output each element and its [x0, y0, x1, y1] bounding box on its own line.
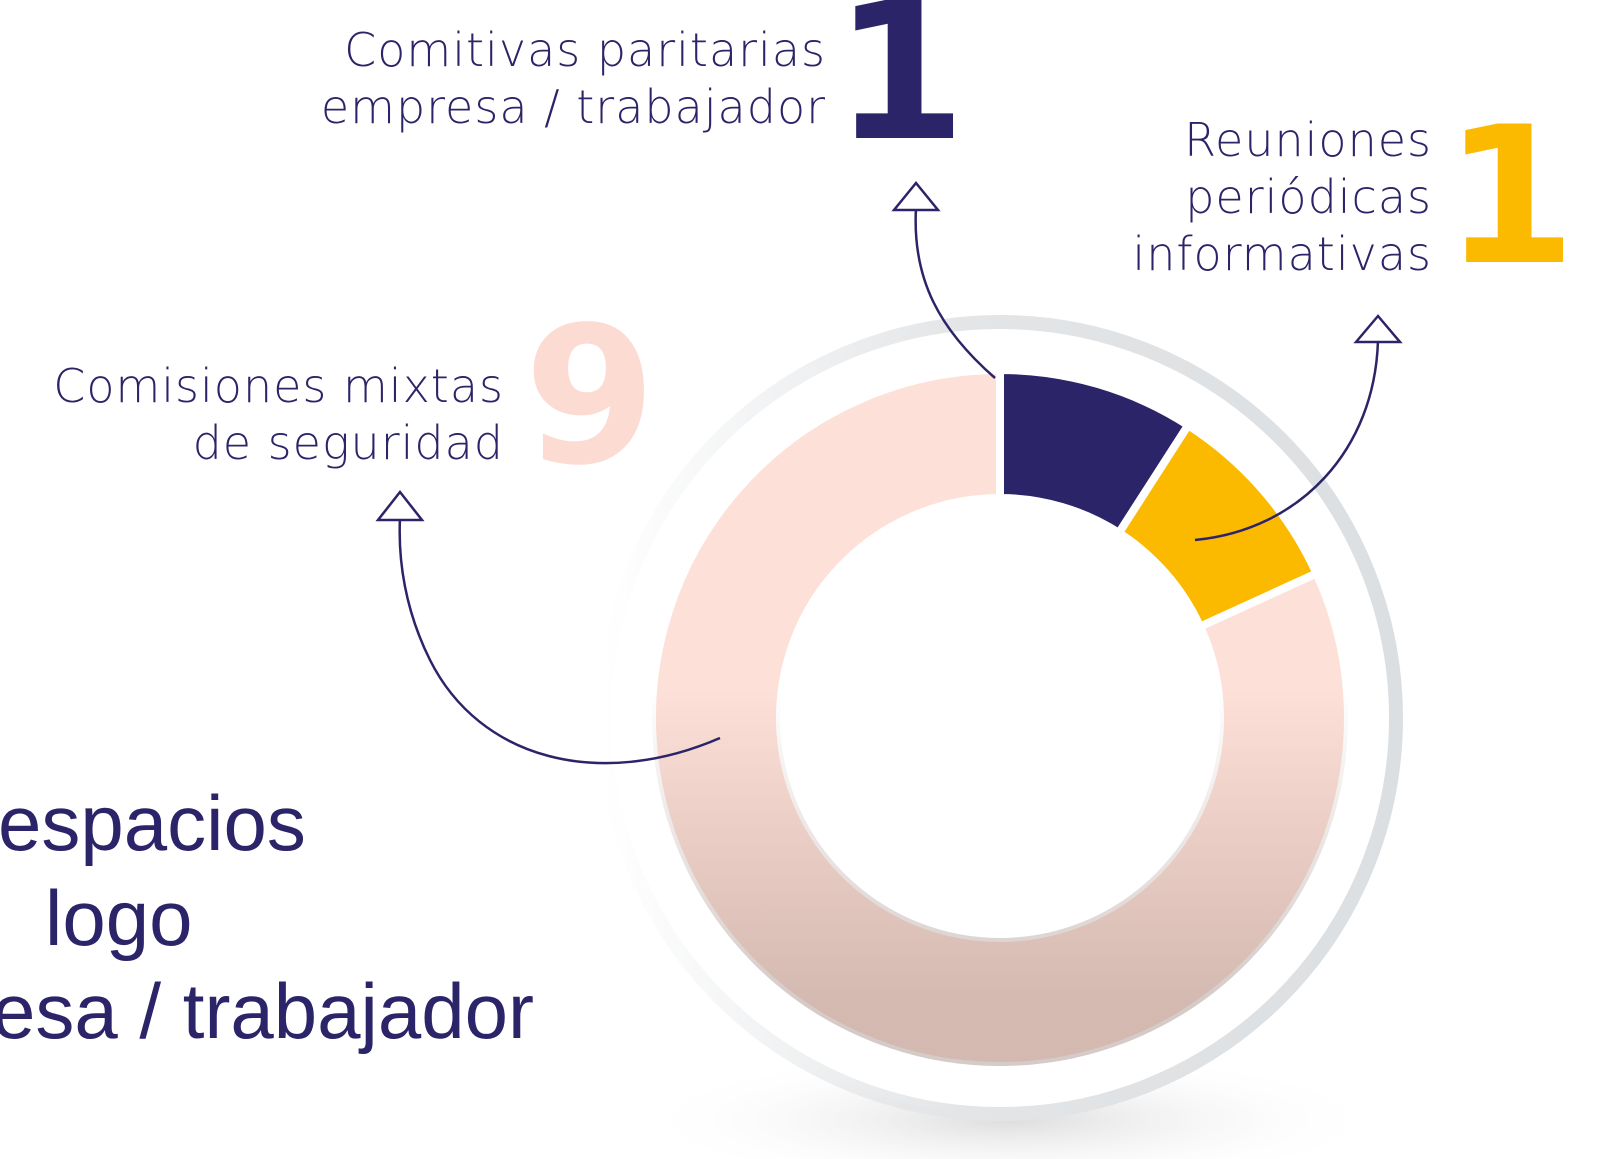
- arrow-line: [914, 207, 996, 379]
- arrow-line: [398, 517, 721, 765]
- grain: [652, 370, 1348, 1066]
- title-line: logo: [45, 874, 192, 962]
- arrow-line: [1194, 339, 1380, 542]
- arrow-head: [1353, 314, 1403, 344]
- arrows: [375, 181, 1403, 765]
- arrow-head: [891, 181, 941, 212]
- title-line: esa / trabajador: [0, 967, 534, 1055]
- value-label: 9: [524, 286, 656, 507]
- value-label: 1: [1444, 86, 1576, 307]
- arrow-head: [375, 489, 425, 522]
- donut: [648, 365, 1352, 1070]
- slice-label: Comitivas paritarias empresa / trabajado…: [320, 23, 826, 134]
- slice-label: Reuniones periódicas informativas: [1132, 113, 1432, 281]
- slice-label: Comisiones mixtas de seguridad: [53, 359, 504, 470]
- title-line: espacios: [0, 779, 306, 867]
- value-label: 1: [834, 0, 966, 183]
